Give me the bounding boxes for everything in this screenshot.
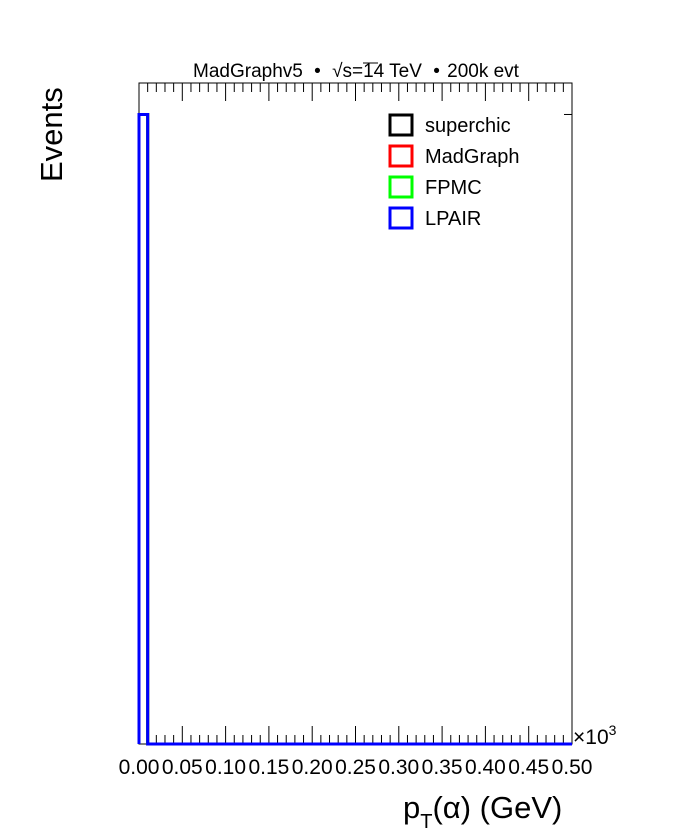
header-energy: s=14 TeV — [343, 61, 423, 82]
legend-label-superchic: superchic — [425, 115, 511, 137]
chart-header: MadGraphv5 • √s=14 TeV • 200k evt — [193, 61, 520, 82]
x-tick-label: 0.05 — [162, 756, 203, 779]
y-axis-label: Events — [34, 87, 69, 182]
legend-label-lpair: LPAIR — [425, 208, 481, 230]
x-axis-label-subscript: T — [420, 811, 432, 833]
x-tick-label: 0.25 — [335, 756, 376, 779]
x-tick-labels: 0.00 0.05 0.10 0.15 0.20 0.25 0.30 0.35 0.40 0.45… — [119, 756, 593, 779]
x-tick-label: 0.45 — [508, 756, 549, 779]
legend-swatch-superchic — [388, 113, 414, 137]
axis-ticks — [138, 83, 573, 744]
legend-label-madgraph: MadGraph — [425, 146, 520, 168]
series-lpair-line — [137, 112, 572, 746]
legend-swatch-fpmc — [388, 175, 414, 199]
series-madgraph-line — [137, 112, 572, 746]
header-events: 200k evt — [447, 61, 520, 82]
x-axis-label-base: p — [403, 790, 420, 825]
x-tick-label: 0.35 — [422, 756, 463, 779]
header-sqrt-symbol: √ — [332, 61, 343, 82]
x-axis-label-rest: (α) (GeV) — [432, 790, 562, 825]
x-tick-label: 0.50 — [552, 756, 593, 779]
legend-swatch-lpair — [388, 206, 414, 230]
x-axis-multiplier: ×103 — [573, 722, 617, 749]
x-tick-label: 0.20 — [292, 756, 333, 779]
x-tick-label: 0.10 — [205, 756, 246, 779]
legend-swatch-madgraph — [388, 144, 414, 168]
histogram-series — [137, 112, 572, 746]
legend: superchic MadGraph FPMC LPAIR — [388, 113, 520, 230]
x-axis-multiplier-prefix: ×10 — [573, 726, 609, 749]
x-tick-label: 0.40 — [465, 756, 506, 779]
x-axis-label: pT(α) (GeV) — [403, 790, 562, 833]
plot-frame — [138, 82, 573, 745]
series-superchic-line — [137, 112, 572, 746]
header-bullet-2: • — [433, 61, 440, 82]
x-tick-label: 0.30 — [378, 756, 419, 779]
header-generator: MadGraphv5 — [193, 61, 303, 82]
x-tick-label: 0.00 — [119, 756, 160, 779]
x-axis-multiplier-exponent: 3 — [609, 722, 617, 738]
x-tick-label: 0.15 — [248, 756, 289, 779]
series-fpmc-line — [137, 112, 572, 746]
header-bullet-1: • — [314, 61, 321, 82]
legend-label-fpmc: FPMC — [425, 177, 482, 199]
